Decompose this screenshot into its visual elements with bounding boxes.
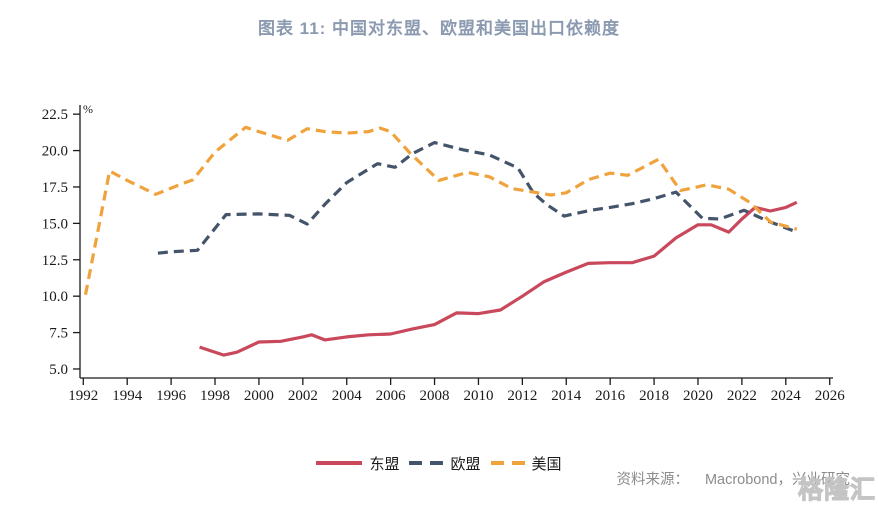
export-dependence-chart: 5.0 7.5 10.0 12.5 15.0 17.5 20.0 22.5 1992 1994 19… xyxy=(42,102,846,404)
gelonghui-watermark-logo: 格隆汇 xyxy=(797,476,876,505)
legend-item-us: 美国 xyxy=(490,453,562,474)
x-tick-label: 2006 xyxy=(376,388,407,404)
x-tick-label: 2014 xyxy=(551,388,582,404)
legend-item-asean: 东盟 xyxy=(316,453,399,474)
y-axis-unit-label: % xyxy=(83,102,93,116)
x-tick-label: 2016 xyxy=(595,388,626,404)
us-line-sample xyxy=(490,461,525,465)
x-tick-label: 1994 xyxy=(112,388,143,404)
x-tick-label: 1992 xyxy=(68,388,98,404)
y-tick-label: 22.5 xyxy=(42,107,68,123)
x-tick-label: 2012 xyxy=(507,388,537,404)
legend-label-asean: 东盟 xyxy=(369,456,400,473)
x-tick-label: 2026 xyxy=(815,388,846,404)
asean-line-sample xyxy=(316,461,363,465)
x-tick-label: 2018 xyxy=(639,388,669,404)
source-label: 资料来源： xyxy=(616,472,689,488)
y-tick-label: 5.0 xyxy=(49,362,68,378)
y-tick-label: 12.5 xyxy=(42,253,68,269)
chart-title: 图表 11: 中国对东盟、欧盟和美国出口依赖度 xyxy=(257,19,621,38)
x-tick-label: 1996 xyxy=(156,388,187,404)
x-tick-label: 2010 xyxy=(463,388,493,404)
legend-label-us: 美国 xyxy=(531,456,562,473)
x-tick-label: 2000 xyxy=(244,388,274,404)
data-source-note: 资料来源： Macrobond，兴业研究 xyxy=(616,468,850,489)
chart-legend: 东盟 欧盟 美国 xyxy=(0,452,878,474)
line-us xyxy=(83,125,798,296)
y-tick-label: 17.5 xyxy=(42,180,68,196)
eu-line-sample xyxy=(409,461,444,465)
x-tick-label: 2024 xyxy=(771,388,802,404)
line-asean xyxy=(199,200,798,357)
x-tick-label: 2004 xyxy=(332,388,363,404)
y-tick-label: 15.0 xyxy=(42,216,68,232)
legend-label-eu: 欧盟 xyxy=(450,456,481,473)
y-tick-label: 20.0 xyxy=(42,144,68,160)
x-tick-label: 2002 xyxy=(288,388,318,404)
y-tick-label: 7.5 xyxy=(49,326,68,342)
x-tick-label: 2022 xyxy=(727,388,757,404)
line-eu xyxy=(157,141,798,255)
x-tick-label: 1998 xyxy=(200,388,230,404)
x-tick-label: 2020 xyxy=(683,388,713,404)
x-tick-label: 2008 xyxy=(420,388,450,404)
y-tick-label: 10.0 xyxy=(42,289,68,305)
legend-item-eu: 欧盟 xyxy=(409,453,481,474)
source-text: Macrobond，兴业研究 xyxy=(704,472,850,488)
